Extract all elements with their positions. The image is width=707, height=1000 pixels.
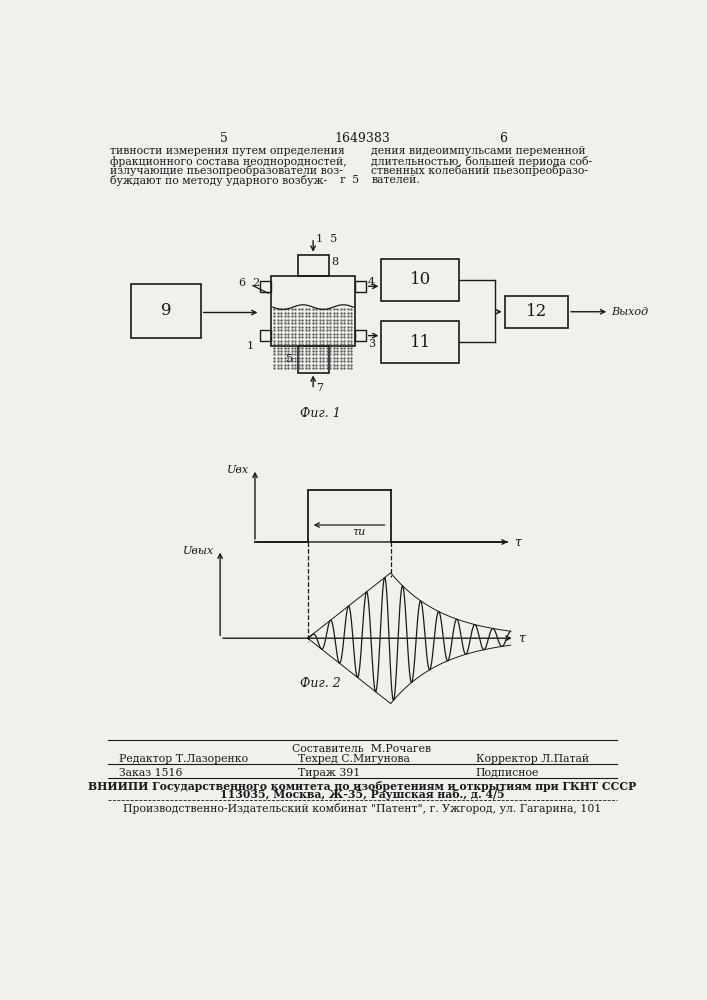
Text: фракционного состава неоднородностей,: фракционного состава неоднородностей, <box>110 156 347 167</box>
Text: Uвых: Uвых <box>183 546 214 556</box>
Bar <box>355 330 366 341</box>
Text: ВНИИПИ Государственного комитета по изобретениям и открытиям при ГКНТ СССР: ВНИИПИ Государственного комитета по изоб… <box>88 781 636 792</box>
Text: τ: τ <box>514 535 521 548</box>
Bar <box>381 321 459 363</box>
Text: 7: 7 <box>316 383 323 393</box>
Text: вателей.: вателей. <box>371 175 420 185</box>
Text: r  5: r 5 <box>340 175 359 185</box>
Text: длительностью, большей периода соб-: длительностью, большей периода соб- <box>371 156 592 167</box>
Text: Производственно-Издательский комбинат "Патент", г. Ужгород, ул. Гагарина, 101: Производственно-Издательский комбинат "П… <box>123 803 601 814</box>
Text: 8: 8 <box>332 257 339 267</box>
Text: 10: 10 <box>409 271 431 288</box>
Text: Редактор Т.Лазоренко: Редактор Т.Лазоренко <box>119 754 248 764</box>
Bar <box>260 281 271 292</box>
Bar <box>260 330 271 341</box>
Text: дения видеоимпульсами переменной: дения видеоимпульсами переменной <box>371 146 586 156</box>
Text: Тираж 391: Тираж 391 <box>298 768 360 778</box>
Text: τ: τ <box>518 632 525 645</box>
Text: 4: 4 <box>368 277 375 287</box>
Text: Составитель  М.Рочагев: Составитель М.Рочагев <box>293 744 431 754</box>
Text: 5: 5 <box>220 132 228 145</box>
Text: 1  5: 1 5 <box>316 234 337 244</box>
Bar <box>131 284 201 338</box>
Bar <box>355 281 366 292</box>
Text: Фиг. 2: Фиг. 2 <box>300 677 341 690</box>
Text: Корректор Л.Патай: Корректор Л.Патай <box>476 754 589 764</box>
Bar <box>381 259 459 301</box>
Text: буждают по методу ударного возбуж-: буждают по методу ударного возбуж- <box>110 175 327 186</box>
Text: 3: 3 <box>368 339 375 349</box>
Text: ственных колебаний пьезопреобразо-: ственных колебаний пьезопреобразо- <box>371 165 588 176</box>
Text: 1: 1 <box>247 341 255 351</box>
Text: 12: 12 <box>526 303 547 320</box>
Bar <box>271 276 355 346</box>
Text: 5: 5 <box>286 354 293 364</box>
Text: 113035, Москва, Ж-35, Раушская наб., д. 4/5: 113035, Москва, Ж-35, Раушская наб., д. … <box>220 789 504 800</box>
Text: 6  2: 6 2 <box>239 278 260 288</box>
Text: Заказ 1516: Заказ 1516 <box>119 768 183 778</box>
Bar <box>298 346 329 373</box>
Text: тивности измерения путем определения: тивности измерения путем определения <box>110 146 345 156</box>
Text: Выход: Выход <box>612 307 648 317</box>
Text: τи: τи <box>353 527 366 537</box>
Bar <box>505 296 568 328</box>
Text: Uвх: Uвх <box>227 465 249 475</box>
Text: излучающие пьезопреобразователи воз-: излучающие пьезопреобразователи воз- <box>110 165 343 176</box>
Text: 6: 6 <box>499 132 507 145</box>
Text: 11: 11 <box>409 334 431 351</box>
Text: 1649383: 1649383 <box>334 132 390 145</box>
Text: Подписное: Подписное <box>476 768 539 778</box>
Bar <box>298 255 329 276</box>
Text: Техред С.Мигунова: Техред С.Мигунова <box>298 754 409 764</box>
Text: 9: 9 <box>160 302 171 319</box>
Text: Фиг. 1: Фиг. 1 <box>300 407 341 420</box>
